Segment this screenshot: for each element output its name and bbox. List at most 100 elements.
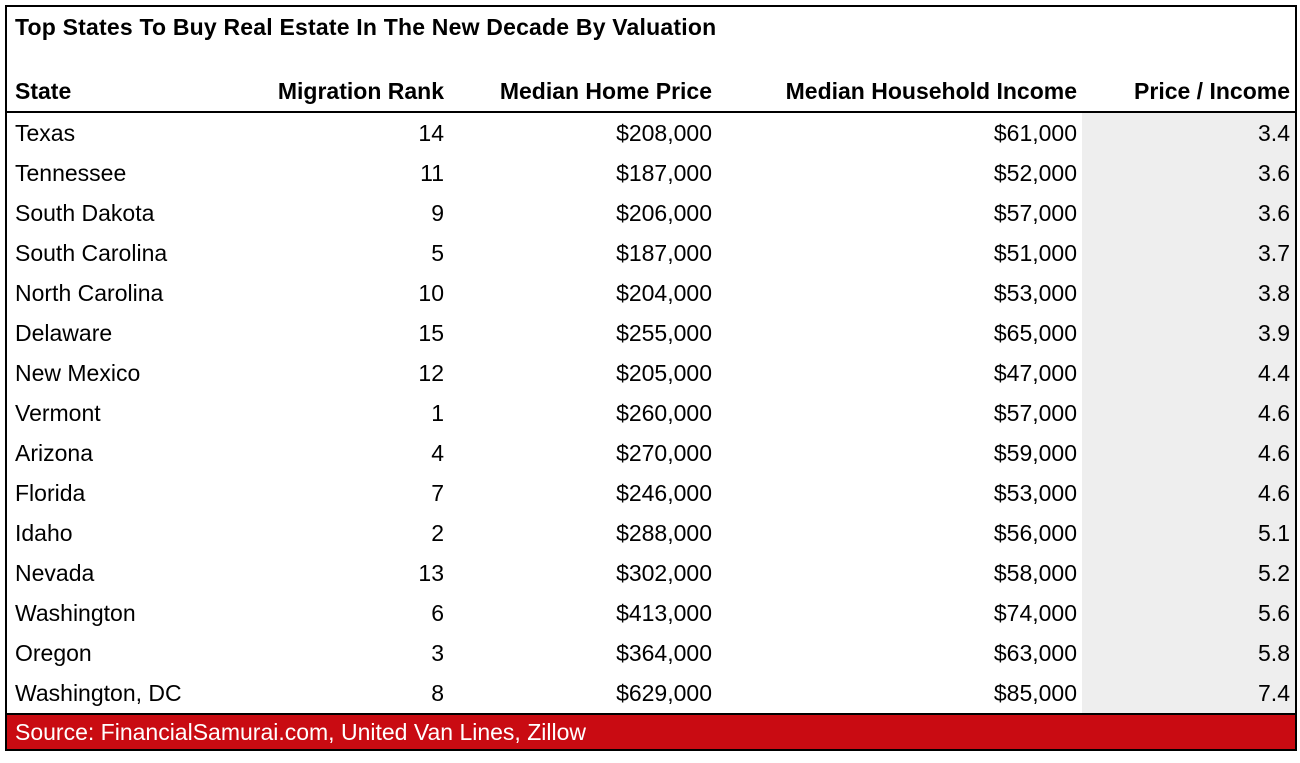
cell-median-home-price: $302,000 — [616, 559, 712, 586]
cell-state: Delaware — [15, 319, 113, 346]
column-header-median-home-price: Median Home Price — [449, 71, 717, 113]
cell-migration-rank: 3 — [431, 639, 444, 666]
cell-state: Texas — [15, 119, 76, 146]
table-title: Top States To Buy Real Estate In The New… — [15, 14, 717, 40]
cell-state: Washington — [15, 599, 136, 626]
cell-state: Idaho — [15, 519, 73, 546]
cell-state: South Dakota — [15, 199, 155, 226]
header-row: State Migration Rank Median Home Price M… — [7, 71, 1295, 113]
source-banner: Source: FinancialSamurai.com, United Van… — [7, 713, 1295, 749]
cell-median-household-income: $65,000 — [993, 319, 1077, 346]
cell-median-home-price: $413,000 — [616, 599, 712, 626]
cell-median-household-income: $58,000 — [993, 559, 1077, 586]
cell-state: Arizona — [15, 439, 93, 466]
cell-median-household-income: $52,000 — [993, 159, 1077, 186]
cell-migration-rank: 8 — [431, 679, 444, 706]
cell-migration-rank: 5 — [431, 239, 444, 266]
cell-state: Tennessee — [15, 159, 127, 186]
table-row: Arizona 4 $270,000 $59,000 4.6 — [7, 433, 1295, 473]
table-row: Texas 14 $208,000 $61,000 3.4 — [7, 112, 1295, 153]
cell-migration-rank: 13 — [418, 559, 444, 586]
table-row: Washington 6 $413,000 $74,000 5.6 — [7, 593, 1295, 633]
column-header-price-income: Price / Income — [1082, 71, 1295, 113]
cell-migration-rank: 7 — [431, 479, 444, 506]
column-header-migration-rank: Migration Rank — [240, 71, 449, 113]
table-row: New Mexico 12 $205,000 $47,000 4.4 — [7, 353, 1295, 393]
table-row: Vermont 1 $260,000 $57,000 4.6 — [7, 393, 1295, 433]
cell-migration-rank: 15 — [418, 319, 444, 346]
cell-state: South Carolina — [15, 239, 168, 266]
cell-median-home-price: $204,000 — [616, 279, 712, 306]
cell-migration-rank: 10 — [418, 279, 444, 306]
table-row: Delaware 15 $255,000 $65,000 3.9 — [7, 313, 1295, 353]
table-row: South Carolina 5 $187,000 $51,000 3.7 — [7, 233, 1295, 273]
table-row: North Carolina 10 $204,000 $53,000 3.8 — [7, 273, 1295, 313]
cell-migration-rank: 11 — [420, 159, 444, 186]
cell-state: Nevada — [15, 559, 95, 586]
cell-state: New Mexico — [15, 359, 141, 386]
cell-price-income: 5.6 — [1082, 593, 1295, 633]
cell-state: Vermont — [15, 399, 101, 426]
cell-median-home-price: $208,000 — [616, 119, 712, 146]
cell-median-home-price: $187,000 — [616, 239, 712, 266]
cell-median-home-price: $205,000 — [616, 359, 712, 386]
table-body: Texas 14 $208,000 $61,000 3.4 Tennessee 11 $187… — [7, 112, 1295, 713]
cell-median-home-price: $255,000 — [616, 319, 712, 346]
states-valuation-table: State Migration Rank Median Home Price M… — [7, 71, 1295, 713]
cell-median-home-price: $206,000 — [616, 199, 712, 226]
cell-median-home-price: $260,000 — [616, 399, 712, 426]
cell-median-household-income: $51,000 — [993, 239, 1077, 266]
cell-price-income: 4.6 — [1082, 393, 1295, 433]
cell-median-household-income: $85,000 — [993, 679, 1077, 706]
cell-price-income: 3.6 — [1082, 153, 1295, 193]
cell-migration-rank: 12 — [418, 359, 444, 386]
cell-migration-rank: 4 — [431, 439, 444, 466]
cell-median-home-price: $364,000 — [616, 639, 712, 666]
table-row: Tennessee 11 $187,000 $52,000 3.6 — [7, 153, 1295, 193]
cell-price-income: 3.6 — [1082, 193, 1295, 233]
cell-median-household-income: $59,000 — [993, 439, 1077, 466]
cell-state: Florida — [15, 479, 86, 506]
cell-median-home-price: $629,000 — [616, 679, 712, 706]
cell-median-household-income: $57,000 — [993, 399, 1077, 426]
cell-median-home-price: $270,000 — [616, 439, 712, 466]
cell-median-household-income: $57,000 — [993, 199, 1077, 226]
cell-state: Washington, DC — [15, 679, 182, 706]
cell-median-home-price: $187,000 — [616, 159, 712, 186]
cell-median-household-income: $47,000 — [993, 359, 1077, 386]
table-row: Nevada 13 $302,000 $58,000 5.2 — [7, 553, 1295, 593]
valuation-table-frame: Top States To Buy Real Estate In The New… — [5, 5, 1297, 751]
cell-price-income: 3.7 — [1082, 233, 1295, 273]
cell-price-income: 3.8 — [1082, 273, 1295, 313]
cell-price-income: 7.4 — [1082, 673, 1295, 713]
cell-state: North Carolina — [15, 279, 164, 306]
cell-state: Oregon — [15, 639, 92, 666]
table-row: Washington, DC 8 $629,000 $85,000 7.4 — [7, 673, 1295, 713]
cell-median-household-income: $53,000 — [993, 479, 1077, 506]
cell-migration-rank: 2 — [431, 519, 444, 546]
table-row: South Dakota 9 $206,000 $57,000 3.6 — [7, 193, 1295, 233]
table-row: Florida 7 $246,000 $53,000 4.6 — [7, 473, 1295, 513]
cell-median-home-price: $288,000 — [616, 519, 712, 546]
cell-price-income: 4.4 — [1082, 353, 1295, 393]
cell-price-income: 3.4 — [1082, 112, 1295, 153]
cell-price-income: 5.8 — [1082, 633, 1295, 673]
table-row: Idaho 2 $288,000 $56,000 5.1 — [7, 513, 1295, 553]
cell-median-household-income: $63,000 — [993, 639, 1077, 666]
cell-median-home-price: $246,000 — [616, 479, 712, 506]
column-header-median-household-income: Median Household Income — [717, 71, 1082, 113]
cell-median-household-income: $61,000 — [993, 119, 1077, 146]
cell-price-income: 5.1 — [1082, 513, 1295, 553]
cell-price-income: 3.9 — [1082, 313, 1295, 353]
cell-migration-rank: 6 — [431, 599, 444, 626]
cell-price-income: 4.6 — [1082, 473, 1295, 513]
cell-median-household-income: $53,000 — [993, 279, 1077, 306]
cell-price-income: 5.2 — [1082, 553, 1295, 593]
cell-migration-rank: 1 — [431, 399, 444, 426]
cell-price-income: 4.6 — [1082, 433, 1295, 473]
column-header-state: State — [7, 71, 240, 113]
cell-median-household-income: $74,000 — [993, 599, 1077, 626]
cell-migration-rank: 9 — [431, 199, 444, 226]
table-row: Oregon 3 $364,000 $63,000 5.8 — [7, 633, 1295, 673]
cell-migration-rank: 14 — [418, 119, 444, 146]
